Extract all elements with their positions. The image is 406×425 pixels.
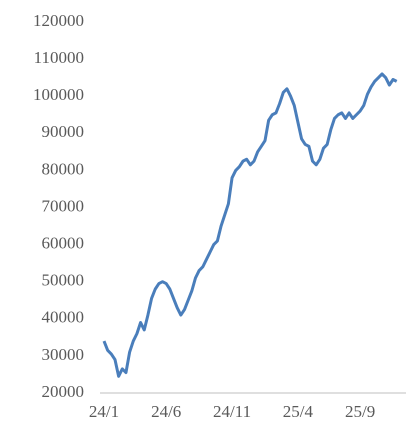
- x-tick-label: 24/11: [213, 402, 251, 421]
- y-tick-label: 80000: [42, 159, 85, 178]
- x-tick-label: 25/4: [283, 402, 314, 421]
- y-tick-label: 60000: [42, 234, 85, 253]
- x-tick-label: 24/6: [151, 402, 181, 421]
- y-tick-label: 50000: [42, 271, 85, 290]
- y-tick-label: 40000: [42, 308, 85, 327]
- y-tick-label: 110000: [34, 48, 84, 67]
- x-tick-label: 24/1: [89, 402, 119, 421]
- line: [102, 72, 398, 378]
- y-tick-label: 90000: [42, 122, 85, 141]
- y-tick-label: 100000: [33, 85, 84, 104]
- y-tick-label: 70000: [42, 196, 85, 215]
- y-tick-label: 120000: [33, 11, 84, 30]
- y-tick-label: 30000: [42, 345, 85, 364]
- y-tick-label: 20000: [42, 382, 85, 401]
- x-tick-label: 25/9: [345, 402, 375, 421]
